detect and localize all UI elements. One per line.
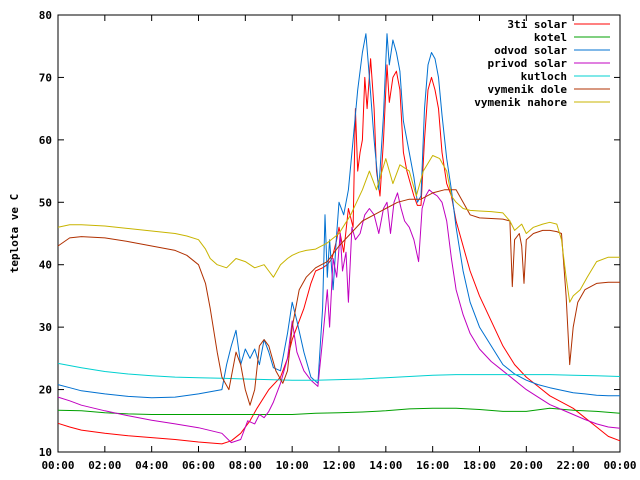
y-tick-label: 20 [39, 384, 52, 397]
x-tick-label: 10:00 [276, 459, 309, 472]
series-line-vymenik-dole [57, 189, 620, 406]
series-line-vymenik-nahore [57, 155, 620, 303]
x-tick-label: 12:00 [322, 459, 355, 472]
y-tick-label: 40 [39, 259, 52, 272]
axis-ticks: 10 20 30 40 50 60 70 80 00:00 02:00 04:00 06:00 08:0… [39, 9, 637, 472]
series-line-kotel [57, 407, 621, 415]
x-tick-label: 08:00 [229, 459, 262, 472]
x-tick-label: 04:00 [135, 459, 168, 472]
y-tick-label: 50 [39, 196, 52, 209]
legend-label: privod solar [488, 57, 568, 70]
x-tick-label: 14:00 [369, 459, 402, 472]
legend-label: kutloch [521, 70, 567, 83]
series-line-kutloch [57, 362, 621, 381]
y-tick-label: 80 [39, 9, 52, 22]
y-tick-label: 10 [39, 446, 52, 459]
x-tick-label: 00:00 [41, 459, 74, 472]
series-line-privod-solar [57, 189, 621, 444]
legend-label: vymenik dole [488, 83, 568, 96]
x-tick-label: 00:00 [603, 459, 636, 472]
x-tick-label: 16:00 [416, 459, 449, 472]
x-tick-label: 06:00 [182, 459, 215, 472]
legend-label: kotel [534, 31, 567, 44]
legend-label: 3ti solar [507, 18, 567, 31]
series-line-odvod-solar [57, 33, 620, 399]
y-tick-label: 30 [39, 321, 52, 334]
legend-label: odvod solar [494, 44, 567, 57]
y-tick-label: 60 [39, 134, 52, 147]
x-tick-label: 22:00 [557, 459, 590, 472]
y-tick-label: 70 [39, 71, 52, 84]
x-tick-label: 18:00 [463, 459, 496, 472]
x-tick-label: 20:00 [510, 459, 543, 472]
series-layer [57, 33, 621, 445]
series-line-3ti-solar [57, 58, 621, 445]
x-tick-label: 02:00 [88, 459, 121, 472]
legend-label: vymenik nahore [474, 96, 567, 109]
y-axis-label: teplota ve C [8, 194, 21, 273]
